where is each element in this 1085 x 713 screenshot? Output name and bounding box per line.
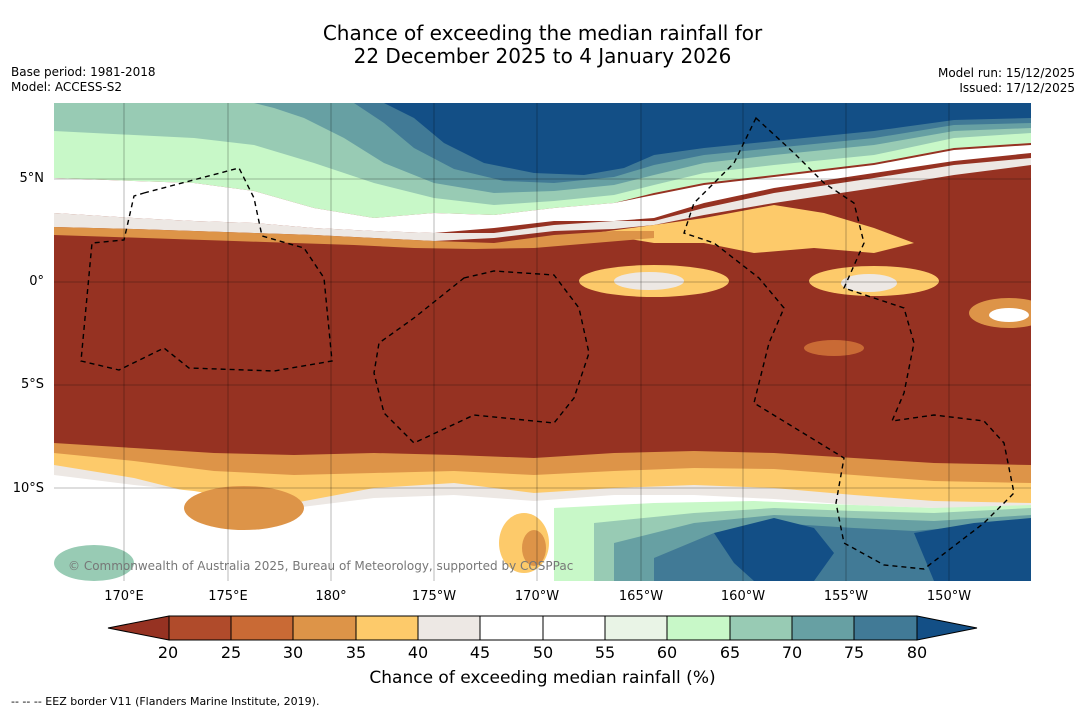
sw-pocket-65 bbox=[54, 545, 134, 581]
north-band-40 bbox=[594, 205, 914, 253]
lon-label-165w: 165°W bbox=[618, 589, 664, 604]
equator-patch-45b bbox=[841, 274, 897, 292]
eez-borders bbox=[80, 116, 1015, 570]
colorbar-bin-55 bbox=[604, 615, 668, 641]
colorbar-tick-45: 45 bbox=[469, 643, 491, 662]
graticule bbox=[54, 103, 1031, 581]
colorbar-bin-30 bbox=[292, 615, 357, 641]
model-run: Model run: 15/12/2025 bbox=[937, 66, 1075, 80]
colorbar-title: Chance of exceeding median rainfall (%) bbox=[369, 668, 716, 688]
north-band-max bbox=[384, 103, 1031, 175]
rainfall-map[interactable] bbox=[54, 103, 1031, 581]
lon-label-160w: 160°W bbox=[720, 589, 766, 604]
sw-pocket-35b bbox=[522, 530, 546, 566]
colorbar-bin-50 bbox=[542, 615, 606, 641]
north-band-35 bbox=[54, 227, 654, 249]
lon-label-175e: 175°E bbox=[208, 589, 248, 604]
lon-label-170e: 170°E bbox=[104, 589, 144, 604]
lat-label-5s: 5°S bbox=[20, 377, 44, 392]
lon-label-175w: 175°W bbox=[411, 589, 457, 604]
colorbar-bin-25 bbox=[230, 615, 294, 641]
south-band-max bbox=[714, 518, 834, 581]
colorbar-tick-25: 25 bbox=[220, 643, 242, 662]
lat-label-5n: 5°N bbox=[19, 171, 45, 186]
sw-pocket-35 bbox=[184, 486, 304, 530]
colorbar-tick-55: 55 bbox=[594, 643, 616, 662]
map-title: Chance of exceeding the median rainfall … bbox=[0, 22, 1085, 68]
colorbar-bin-40 bbox=[417, 615, 481, 641]
lat-label-10s: 10°S bbox=[12, 481, 44, 496]
issued-date: Issued: 17/12/2025 bbox=[959, 81, 1075, 95]
eez-line-islands bbox=[683, 116, 1015, 570]
equator-patch-45a bbox=[614, 272, 684, 290]
south-band-max-b bbox=[914, 518, 1031, 581]
colorbar-tick-75: 75 bbox=[843, 643, 865, 662]
eez-legend: -- -- -- EEZ border V11 (Flanders Marine… bbox=[11, 695, 320, 708]
colorbar-bin-75 bbox=[853, 615, 918, 641]
colorbar-tick-20: 20 bbox=[157, 643, 179, 662]
base-period: Base period: 1981-2018 bbox=[11, 65, 156, 79]
lon-label-180: 180° bbox=[315, 589, 347, 604]
colorbar-arrow-low bbox=[107, 615, 170, 641]
colorbar-tick-65: 65 bbox=[719, 643, 741, 662]
eez-tuvalu-kiribati-west bbox=[80, 167, 333, 372]
meta-right: Model run: 15/12/2025 Issued: 17/12/2025 bbox=[938, 66, 1075, 96]
title-line-2: 22 December 2025 to 4 January 2026 bbox=[353, 44, 732, 68]
colorbar-bin-35 bbox=[355, 615, 419, 641]
copyright-note: © Commonwealth of Australia 2025, Bureau… bbox=[68, 559, 574, 573]
colorbar-bin-70 bbox=[791, 615, 855, 641]
title-line-1: Chance of exceeding the median rainfall … bbox=[322, 21, 763, 45]
colorbar bbox=[107, 615, 978, 641]
colorbar-bin-65 bbox=[729, 615, 793, 641]
colorbar-bin-45 bbox=[479, 615, 544, 641]
colorbar-tick-35: 35 bbox=[345, 643, 367, 662]
colorbar-arrow-high bbox=[916, 615, 978, 641]
north-band-50 bbox=[54, 145, 1031, 233]
colorbar-tick-60: 60 bbox=[656, 643, 678, 662]
lon-label-155w: 155°W bbox=[823, 589, 869, 604]
meta-left: Base period: 1981-2018 Model: ACCESS-S2 bbox=[11, 65, 156, 95]
colorbar-tick-80: 80 bbox=[906, 643, 928, 662]
colorbar-tick-40: 40 bbox=[407, 643, 429, 662]
colorbar-tick-30: 30 bbox=[282, 643, 304, 662]
colorbar-tick-70: 70 bbox=[781, 643, 803, 662]
equator-patch-35d bbox=[804, 340, 864, 356]
model-name: Model: ACCESS-S2 bbox=[11, 80, 123, 94]
colorbar-bin-20 bbox=[168, 615, 232, 641]
eez-tokelau-phoenix bbox=[373, 270, 590, 444]
colorbar-bin-60 bbox=[666, 615, 731, 641]
equator-patch-50c bbox=[989, 308, 1029, 322]
lat-label-0: 0° bbox=[29, 274, 44, 289]
colorbar-tick-50: 50 bbox=[532, 643, 554, 662]
lon-label-170w: 170°W bbox=[514, 589, 560, 604]
lon-label-150w: 150°W bbox=[926, 589, 972, 604]
